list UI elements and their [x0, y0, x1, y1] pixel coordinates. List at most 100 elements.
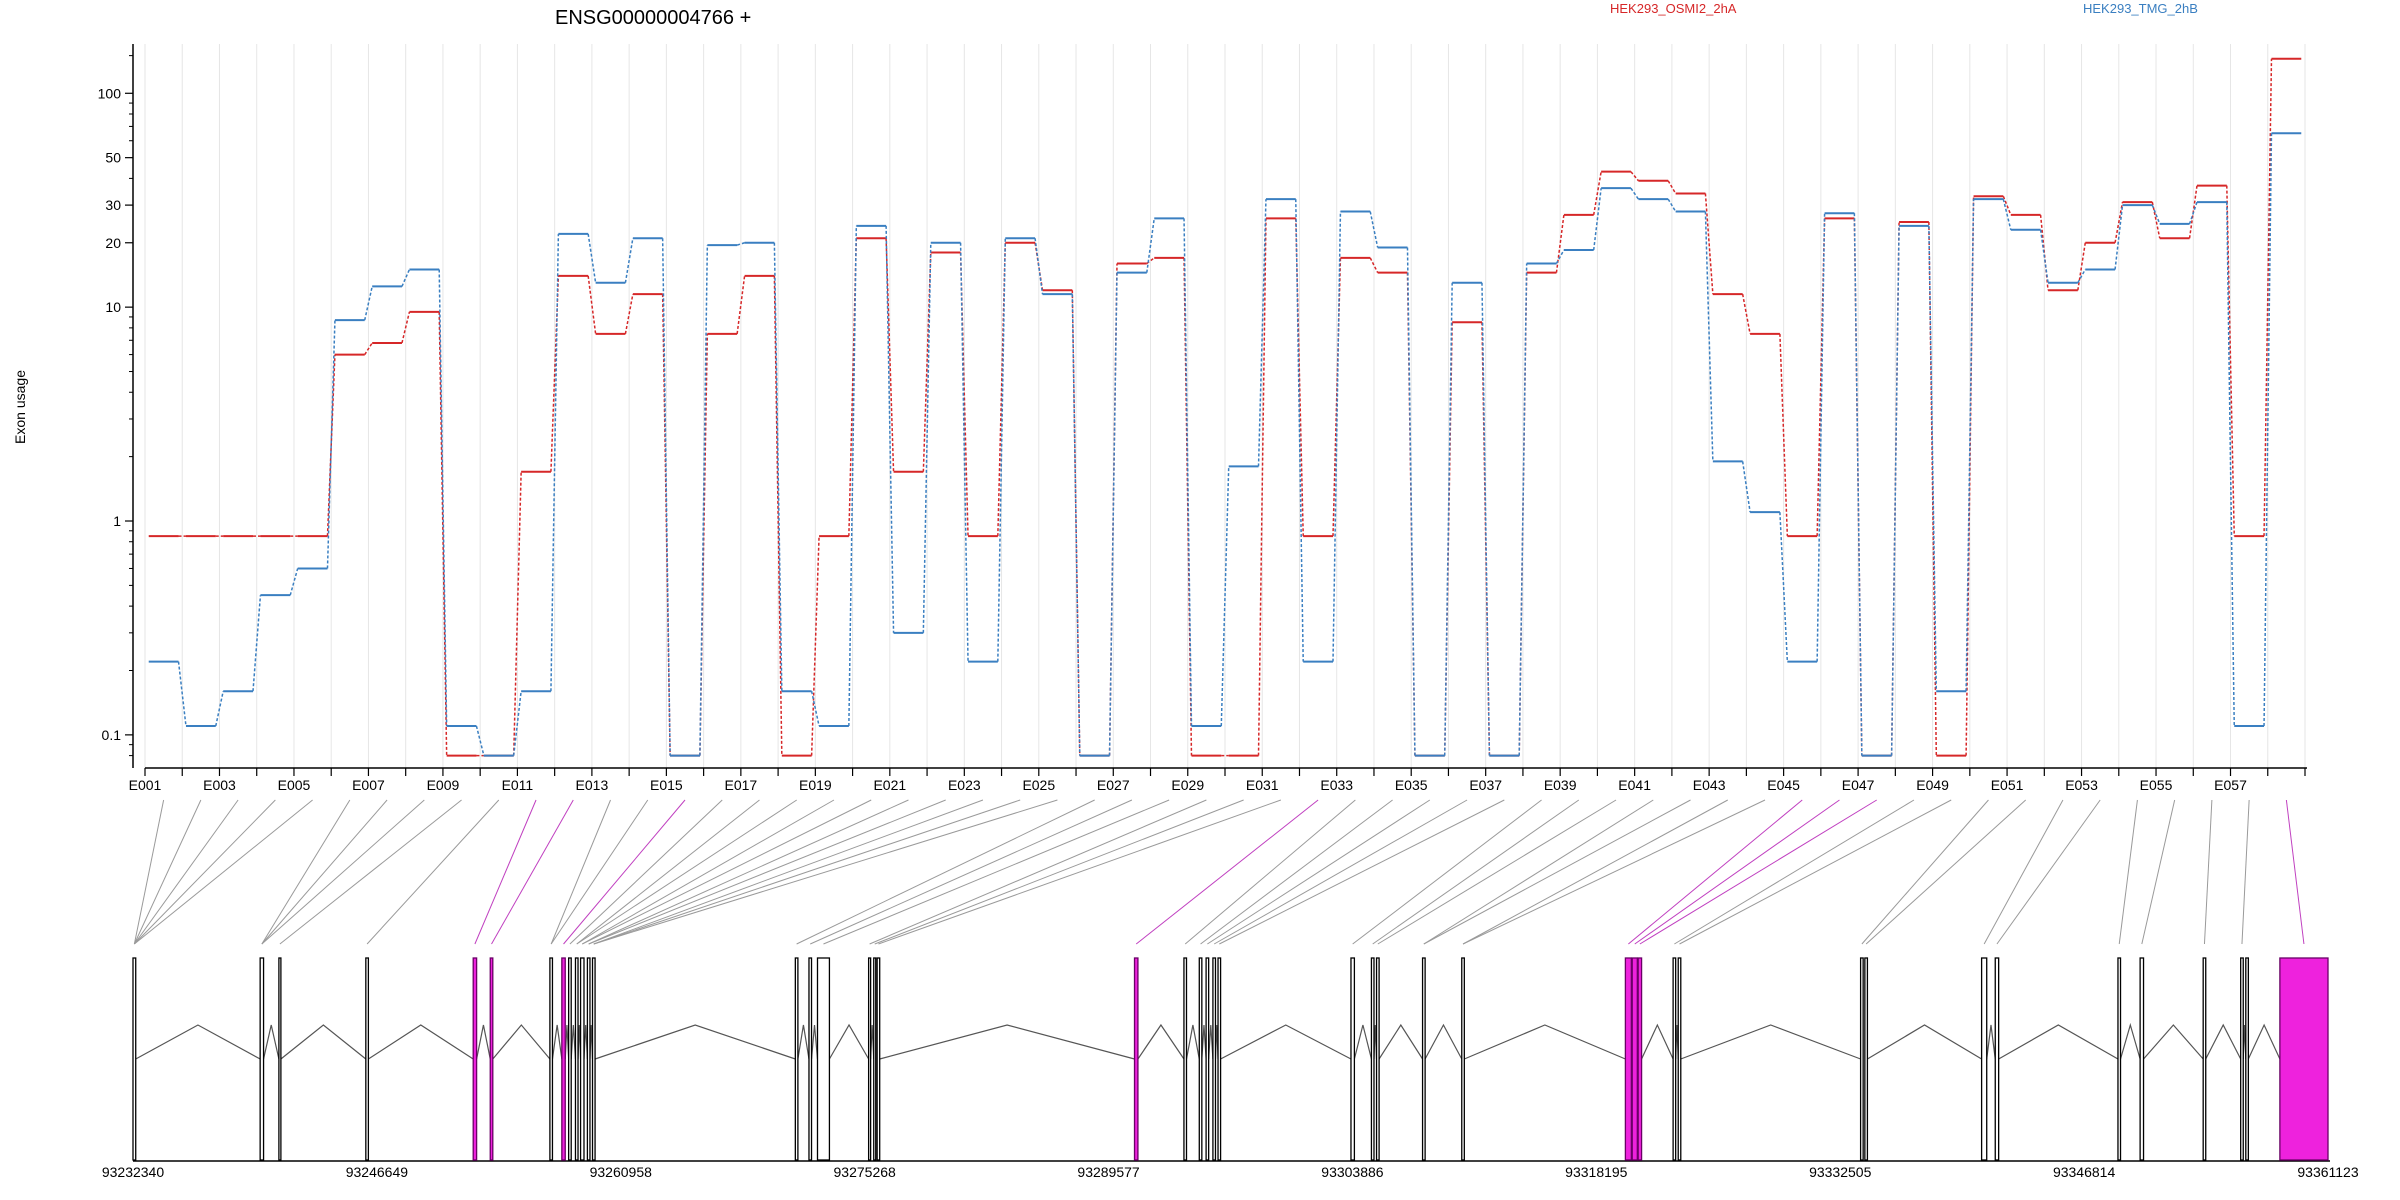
intron [1185, 1024, 1200, 1060]
series-2-connector [885, 225, 895, 633]
exon-block [1421, 957, 1426, 1161]
series-2-connector [1071, 294, 1081, 756]
series-2-connector [1034, 238, 1044, 295]
exon-link [1423, 799, 1654, 945]
exon-block [1980, 957, 1988, 1161]
series-2-connector [699, 245, 709, 756]
x-tick-label: E049 [1916, 777, 1949, 793]
exon-link [823, 799, 1170, 945]
exon-block [2240, 957, 2244, 1161]
series-2-connector [1257, 199, 1267, 467]
intron [2247, 1023, 2281, 1060]
exon-block [591, 957, 596, 1161]
series-2-connector [1518, 263, 1528, 756]
exon-link [1135, 799, 1319, 945]
series-2-connector [401, 269, 411, 287]
series-1-connector [1630, 171, 1639, 182]
exon-block [1217, 957, 1222, 1161]
series-2-connector [1741, 461, 1751, 513]
exon-block [2279, 957, 2329, 1161]
series-2-connector [1108, 272, 1118, 756]
x-tick-label: E045 [1767, 777, 1800, 793]
series-2-connector [2114, 205, 2124, 270]
series-1-connector [2226, 185, 2235, 537]
series-2-connector [661, 238, 671, 756]
exon-block [876, 957, 881, 1161]
series-1-connector [364, 342, 373, 355]
exon-block [1631, 957, 1638, 1161]
exon-link [1352, 799, 1542, 945]
genomic-tick-label: 93246649 [346, 1164, 409, 1180]
exon-block [489, 957, 494, 1161]
exon-link [261, 799, 351, 945]
exon-link [474, 799, 537, 945]
intron [1464, 1024, 1626, 1060]
y-tick-label: 30 [105, 197, 121, 213]
y-ticks: 0.1 1 10 20 30 50 100 [98, 55, 133, 757]
exon-link [1213, 799, 1468, 945]
series-2-connector [1146, 218, 1155, 273]
exon-block [1183, 957, 1188, 1161]
genomic-tick-label: 93346814 [2053, 1164, 2116, 1180]
exon-link [2118, 799, 2138, 945]
exon-link [569, 799, 723, 945]
exon-link [796, 799, 1095, 945]
genomic-tick-label: 93303886 [1321, 1164, 1384, 1180]
axes [132, 44, 2330, 1162]
exon-link [134, 799, 276, 945]
series-2-connector [177, 661, 187, 727]
exon-block [1205, 957, 1210, 1161]
series-1-connector [1034, 242, 1044, 291]
x-tick-label: E053 [2065, 777, 2098, 793]
intron [2205, 1023, 2242, 1060]
exon-link [550, 799, 611, 945]
exon-link [279, 799, 462, 945]
intron [492, 1024, 551, 1060]
series-2-connector [997, 238, 1007, 662]
series-2-connector [1295, 199, 1304, 662]
series-1-connector [997, 242, 1007, 537]
exon-block [1198, 957, 1203, 1161]
series-1-connector [550, 275, 560, 472]
series-2-connector [1890, 225, 1900, 756]
series-1-connector [512, 471, 522, 756]
exon-block [794, 957, 799, 1161]
series-2-connector [1704, 211, 1714, 462]
series-2-connector [252, 595, 262, 692]
y-tick-label: 0.1 [102, 727, 122, 743]
series-2-connector [1555, 249, 1565, 264]
series-1-connector [1257, 218, 1267, 756]
exon-block [561, 957, 566, 1161]
x-tick-label: E057 [2214, 777, 2247, 793]
series-1-connector [2151, 201, 2161, 239]
series-1-connector [401, 311, 411, 344]
exon-link [576, 799, 760, 945]
series-2-connector [1928, 225, 1938, 692]
intron [1378, 1023, 1424, 1060]
x-tick-label: E039 [1544, 777, 1577, 793]
series-2-connector [624, 238, 634, 283]
exon-link [588, 799, 909, 945]
genomic-ticks: 93232340 93246649 93260958 93275268 93289577… [102, 1164, 2359, 1180]
exon-link [1679, 799, 1952, 945]
exon-block [1637, 957, 1643, 1161]
series-1-connector [1779, 333, 1789, 537]
intron [476, 1024, 491, 1060]
exon-link [261, 799, 425, 945]
intron [551, 1024, 563, 1060]
intron [262, 1024, 280, 1060]
exon-block [1677, 957, 1682, 1161]
exon-block [549, 957, 554, 1161]
exon-block [1672, 957, 1677, 1161]
series-1-connector [438, 311, 448, 756]
x-tick-label: E051 [1991, 777, 2024, 793]
intron [594, 1024, 796, 1060]
exon-link [582, 799, 835, 945]
intron [828, 1023, 870, 1060]
exon-links [133, 799, 2305, 945]
series-2-connector [922, 242, 932, 633]
exon-link [491, 799, 574, 945]
x-tick-label: E023 [948, 777, 981, 793]
intron [810, 1024, 819, 1060]
exon-block [816, 957, 831, 1161]
